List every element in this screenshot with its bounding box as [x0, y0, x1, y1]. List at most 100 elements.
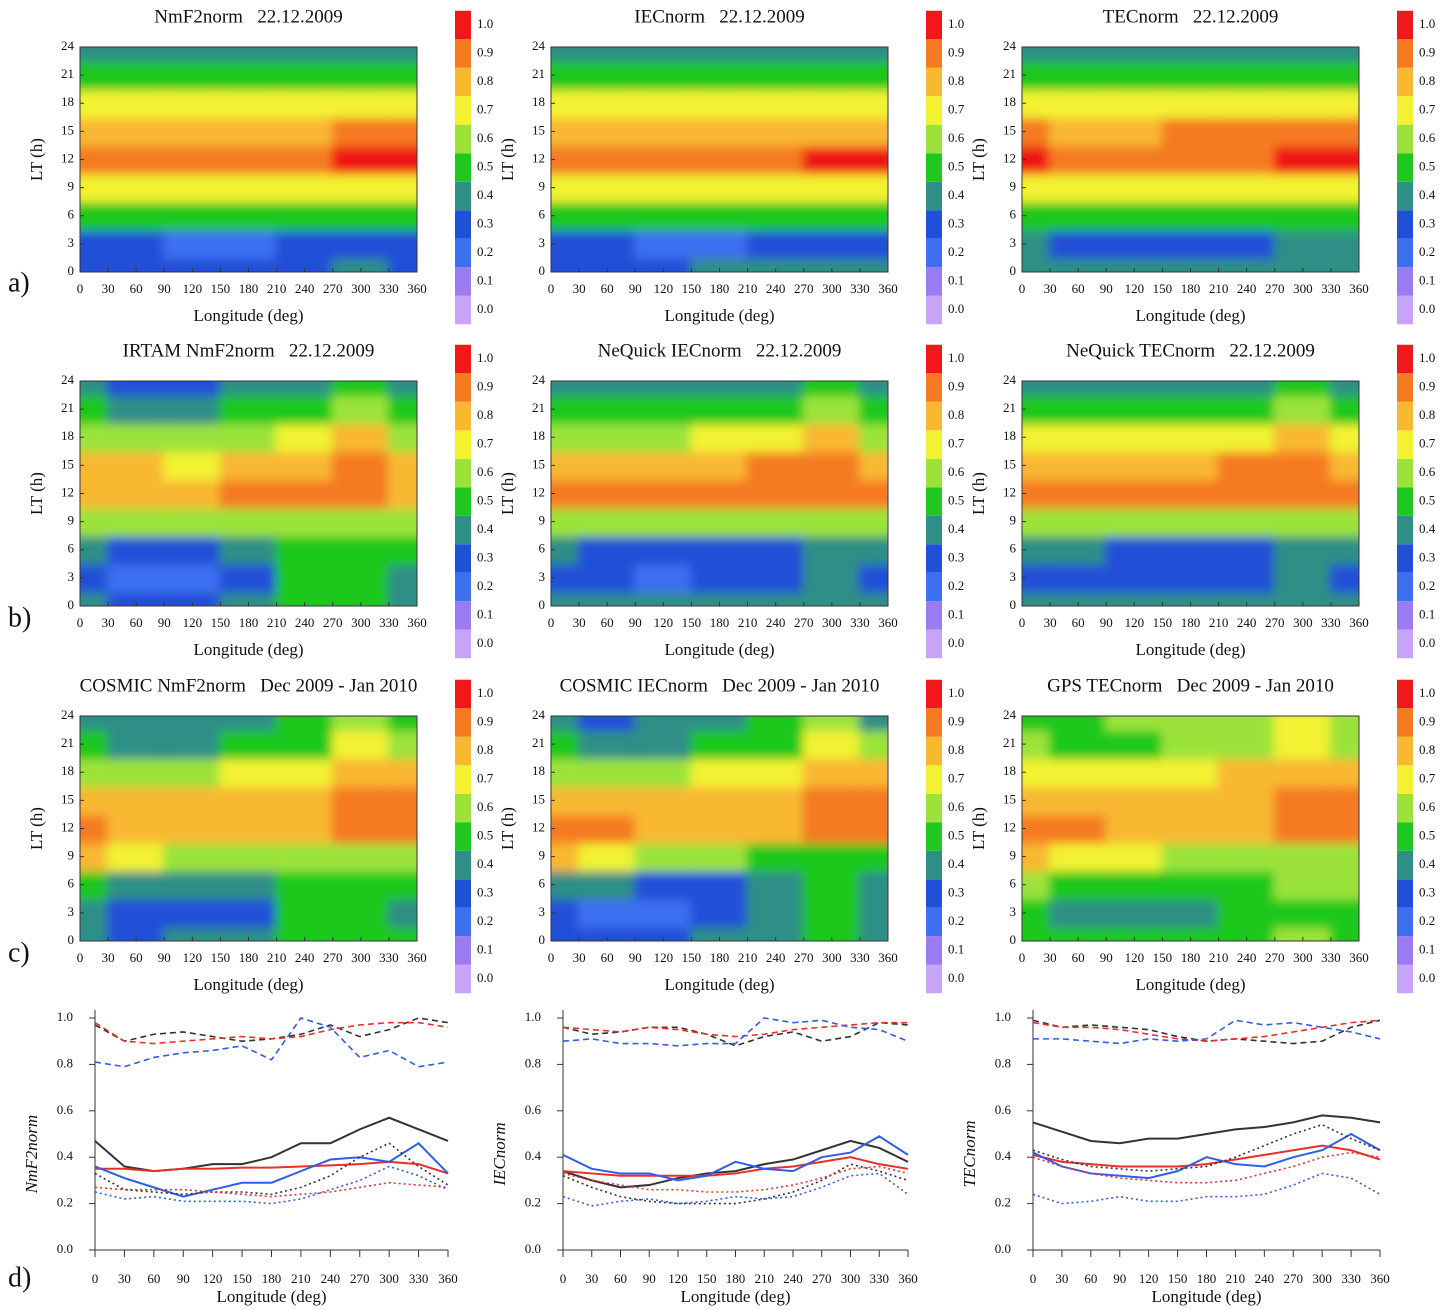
- contour-cell: [690, 47, 749, 63]
- y-tick-label: 0.8: [525, 1055, 541, 1070]
- contour-cell: [578, 200, 637, 231]
- contour-cell: [690, 88, 749, 119]
- contour-cell: [219, 813, 278, 844]
- contour-field: [551, 716, 888, 941]
- colorbar-segment: [926, 601, 942, 630]
- contour-cell: [1217, 200, 1276, 231]
- contour-cell: [802, 813, 861, 844]
- colorbar-label: 0.8: [477, 407, 493, 422]
- colorbar-segment: [926, 10, 942, 40]
- x-tick-label: 300: [822, 950, 842, 965]
- contour-cell: [746, 116, 805, 147]
- contour-cell: [1049, 506, 1108, 537]
- contour-cell: [1161, 785, 1220, 816]
- contour-cell: [387, 200, 417, 231]
- contour-cell: [275, 716, 334, 732]
- contour-cell: [107, 200, 166, 231]
- colorbar-label: 1.0: [477, 350, 493, 365]
- contour-cell: [802, 729, 861, 760]
- contour-cell: [746, 88, 805, 119]
- contour-cell: [1329, 506, 1359, 537]
- contour-cell: [275, 897, 334, 928]
- contour-cell: [802, 534, 861, 565]
- contour-cell: [690, 450, 749, 481]
- x-axis-label: Longitude (deg): [665, 306, 775, 325]
- contour-cell: [634, 144, 693, 175]
- contour-cell: [1161, 228, 1220, 259]
- x-tick-label: 30: [1044, 281, 1057, 296]
- y-tick-label: 0: [539, 263, 546, 278]
- contour-cell: [1161, 757, 1220, 788]
- contour-cell: [634, 841, 693, 872]
- x-tick-label: 120: [654, 281, 674, 296]
- x-tick-label: 270: [1284, 1271, 1304, 1286]
- contour-cell: [690, 422, 749, 453]
- series-line: [562, 1017, 909, 1047]
- contour-cell: [80, 478, 110, 509]
- contour-cell: [1105, 562, 1164, 593]
- contour-cell: [634, 869, 693, 900]
- x-tick-label: 60: [147, 1271, 160, 1286]
- contour-cell: [578, 534, 637, 565]
- contour-cell: [1049, 897, 1108, 928]
- contour-cell: [578, 729, 637, 760]
- chart-title: COSMIC NmF2norm Dec 2009 - Jan 2010: [80, 675, 418, 696]
- x-tick-label: 120: [1139, 1271, 1159, 1286]
- colorbar-segment: [926, 238, 942, 268]
- contour-cell: [1329, 422, 1359, 453]
- contour-cell: [802, 785, 861, 816]
- contour-cell: [746, 47, 805, 63]
- contour-cell: [1105, 785, 1164, 816]
- series-line: [1032, 1114, 1381, 1145]
- contour-cell: [746, 813, 805, 844]
- x-tick-label: 30: [1044, 615, 1057, 630]
- contour-cell: [802, 172, 861, 203]
- x-tick-label: 60: [130, 615, 143, 630]
- contour-cell: [802, 394, 861, 425]
- contour-cell: [1329, 88, 1359, 119]
- x-tick-label: 180: [726, 1271, 746, 1286]
- contour-cell: [802, 60, 861, 91]
- colorbar-label: 0.5: [948, 158, 964, 173]
- chart-title: IECnorm 22.12.2009: [634, 6, 804, 27]
- contour-cell: [1217, 450, 1276, 481]
- contour-cell: [107, 88, 166, 119]
- colorbar-label: 0.3: [477, 215, 493, 230]
- y-tick-label: 6: [1010, 207, 1017, 222]
- y-axis-label: LT (h): [498, 807, 517, 850]
- contour-cell: [107, 841, 166, 872]
- contour-cell: [387, 381, 417, 397]
- contour-cell: [80, 562, 110, 593]
- contour-cell: [1273, 869, 1332, 900]
- contour-cell: [1217, 841, 1276, 872]
- contour-cell: [690, 116, 749, 147]
- contour-cell: [690, 590, 749, 606]
- contour-cell: [219, 757, 278, 788]
- x-tick-label: 150: [211, 281, 231, 296]
- contour-cells: [1022, 47, 1359, 272]
- contour-cell: [1105, 897, 1164, 928]
- x-axis-label: Longitude (deg): [194, 640, 304, 659]
- contour-cell: [746, 841, 805, 872]
- contour-cell: [331, 60, 390, 91]
- contour-cell: [107, 757, 166, 788]
- contour-cell: [551, 450, 581, 481]
- contour-cell: [331, 841, 390, 872]
- contour-cell: [634, 228, 693, 259]
- contour-cell: [163, 450, 222, 481]
- y-tick-label: 24: [61, 707, 75, 722]
- contour-cell: [634, 88, 693, 119]
- colorbar-label: 0.5: [1419, 827, 1435, 842]
- contour-cells: [551, 381, 888, 606]
- colorbar-segment: [1397, 181, 1413, 211]
- contour-cell: [1161, 116, 1220, 147]
- x-tick-label: 150: [1168, 1271, 1188, 1286]
- contour-cell: [275, 813, 334, 844]
- y-tick-label: 6: [68, 207, 75, 222]
- series-line: [1032, 1123, 1381, 1172]
- contour-cell: [858, 590, 888, 606]
- colorbar-label: 0.1: [948, 272, 964, 287]
- contour-cell: [1049, 47, 1108, 63]
- contour-cell: [690, 394, 749, 425]
- y-axis-label: TECnorm: [960, 1120, 979, 1187]
